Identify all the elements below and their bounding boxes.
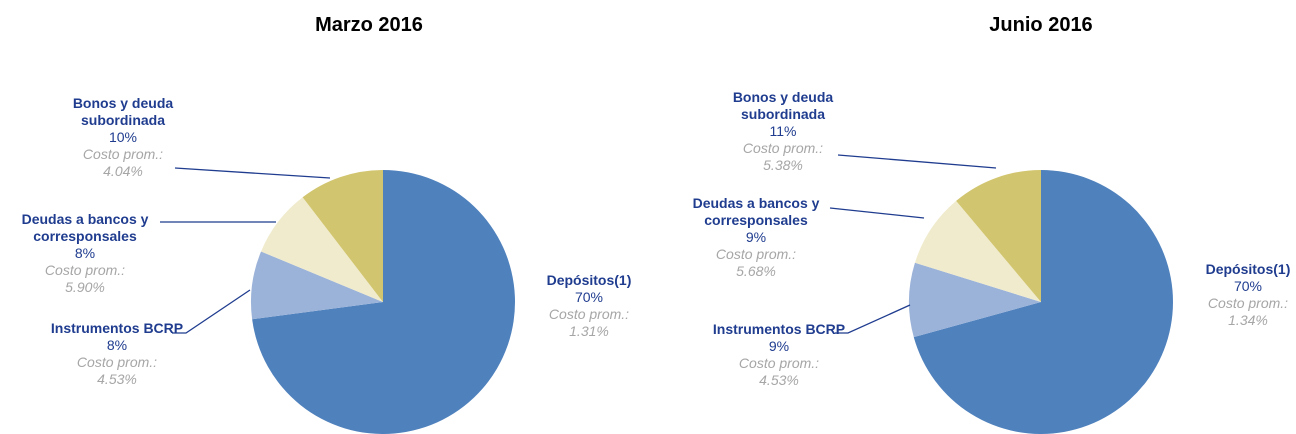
- slice-percent: 9%: [768, 338, 790, 354]
- pie-slice: [252, 170, 515, 434]
- slice-name: Bonos y deuda subordinada: [72, 95, 174, 128]
- cost-value: 4.53%: [97, 371, 137, 387]
- cost-label: Costo prom.:: [548, 306, 630, 322]
- slice-percent: 8%: [74, 245, 96, 261]
- slice-label: Instrumentos BCRP 9% Costo prom.: 4.53%: [699, 321, 859, 389]
- cost-label: Costo prom.:: [1207, 295, 1289, 311]
- chart-title: Junio 2016: [989, 14, 1093, 36]
- cost-value: 5.68%: [736, 263, 776, 279]
- pie-slice: [302, 170, 383, 302]
- slice-name: Instrumentos BCRP: [712, 321, 846, 337]
- slice-name: Instrumentos BCRP: [50, 320, 184, 336]
- slice-percent: 70%: [1233, 278, 1263, 294]
- pie-slice: [914, 200, 1041, 302]
- cost-label: Costo prom.:: [738, 355, 820, 371]
- leader-line: [174, 167, 331, 179]
- slice-name: Bonos y deuda subordinada: [732, 89, 834, 122]
- pie-slice: [908, 262, 1041, 338]
- leader-line: [172, 289, 251, 334]
- cost-value: 1.34%: [1228, 312, 1268, 328]
- slice-name: Deudas a bancos y corresponsales: [692, 195, 820, 228]
- pie-slice: [913, 170, 1173, 434]
- slice-name: Deudas a bancos y corresponsales: [21, 211, 149, 244]
- slice-percent: 9%: [745, 229, 767, 245]
- chart-title: Marzo 2016: [315, 14, 423, 36]
- leader-line: [835, 304, 911, 334]
- cost-label: Costo prom.:: [82, 146, 164, 162]
- slice-percent: 8%: [106, 337, 128, 353]
- cost-label: Costo prom.:: [742, 140, 824, 156]
- cost-label: Costo prom.:: [715, 246, 797, 262]
- slice-label: Deudas a bancos y corresponsales 8% Costo …: [5, 211, 165, 296]
- cost-label: Costo prom.:: [44, 262, 126, 278]
- cost-value: 5.90%: [65, 279, 105, 295]
- cost-value: 4.53%: [759, 372, 799, 388]
- slice-label: Depósitos(1) 70% Costo prom.: 1.31%: [509, 272, 669, 340]
- cost-label: Costo prom.:: [76, 354, 158, 370]
- slice-label: Bonos y deuda subordinada 10% Costo prom.:…: [43, 95, 203, 180]
- slice-label: Bonos y deuda subordinada 11% Costo prom.:…: [703, 89, 863, 174]
- slice-name: Depósitos(1): [1205, 261, 1291, 277]
- pie-slice: [251, 251, 383, 320]
- pie-slice: [956, 170, 1041, 302]
- cost-value: 1.31%: [569, 323, 609, 339]
- slice-label: Deudas a bancos y corresponsales 9% Costo …: [676, 195, 836, 280]
- slice-percent: 11%: [769, 123, 797, 139]
- pie-slice: [261, 197, 383, 302]
- cost-value: 4.04%: [103, 163, 143, 179]
- slice-percent: 10%: [108, 129, 138, 145]
- slice-percent: 70%: [574, 289, 604, 305]
- slice-label: Depósitos(1) 70% Costo prom.: 1.34%: [1168, 261, 1296, 329]
- slice-label: Instrumentos BCRP 8% Costo prom.: 4.53%: [37, 320, 197, 388]
- leader-line: [829, 207, 925, 219]
- cost-value: 5.38%: [763, 157, 803, 173]
- leader-line: [837, 154, 997, 169]
- slice-name: Depósitos(1): [546, 272, 632, 288]
